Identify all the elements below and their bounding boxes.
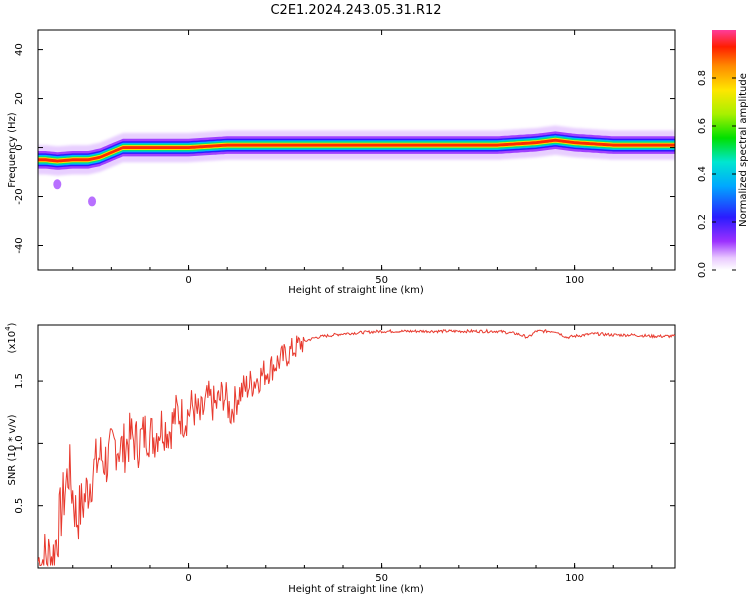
colorbar-tick-label: 0.6 [697, 118, 708, 134]
spectrogram-ytick-label: 0 [14, 144, 25, 150]
colorbar: 0.0 0.2 0.4 0.6 0.8 Normalized spectral ampl… [697, 30, 749, 278]
snr-ytick-label: 1.5 [14, 373, 25, 389]
spectrogram-xlabel: Height of straight line (km) [288, 285, 424, 296]
spectrogram-ylabel: Frequency (Hz) [7, 112, 18, 188]
snr-xtick-label: 0 [185, 573, 191, 584]
spectrogram-ticks: 0 50 100 40 20 0 -20 -40 [14, 30, 675, 286]
spectrogram-band [38, 138, 675, 163]
spectrogram-xtick-label: 0 [185, 275, 191, 286]
snr-multiplier-exp: 4 [4, 326, 12, 331]
spectrogram-ytick-label: -20 [14, 188, 25, 204]
colorbar-tick-label: 0.8 [697, 70, 708, 86]
spectrogram-xtick-label: 50 [375, 275, 388, 286]
spectrogram-ytick-label: 20 [14, 92, 25, 105]
colorbar-gradient [712, 30, 736, 270]
chart-title: C2E1.2024.243.05.31.R12 [270, 3, 441, 18]
snr-ytick-label: 0.5 [14, 498, 25, 514]
spectrogram-xtick-label: 100 [565, 275, 584, 286]
colorbar-tick-label: 0.2 [697, 214, 708, 230]
snr-ylabel: SNR (10 * v/v) [7, 414, 18, 485]
snr-panel: 0 50 100 0.5 1.0 1.5 Height of straight line … [4, 322, 676, 595]
snr-multiplier-close: ) [7, 322, 18, 326]
snr-multiplier: (x104) [4, 322, 18, 353]
spectrogram-heatmap [38, 30, 675, 270]
snr-xlabel: Height of straight line (km) [288, 584, 424, 595]
colorbar-ticks: 0.0 0.2 0.4 0.6 0.8 [697, 70, 736, 278]
spectrogram-panel: 0 50 100 40 20 0 -20 -40 Height of straight lin… [7, 29, 676, 296]
colorbar-tick-label: 0.4 [697, 166, 708, 182]
spectrogram-ytick-label: -40 [14, 237, 25, 253]
snr-multiplier-base: (x10 [7, 331, 18, 354]
svg-text:(x104): (x104) [4, 322, 18, 353]
snr-xtick-label: 100 [565, 573, 584, 584]
spectrogram-ytick-label: 40 [14, 43, 25, 56]
snr-series-line [38, 328, 675, 567]
snr-xtick-label: 50 [375, 573, 388, 584]
spectrogram-blob [53, 179, 62, 190]
snr-ytick-label: 1.0 [14, 435, 25, 451]
colorbar-label: Normalized spectral amplitude [738, 73, 749, 227]
colorbar-tick-label: 0.0 [697, 262, 708, 278]
spectrogram-blob [88, 196, 97, 207]
snr-ticks: 0 50 100 0.5 1.0 1.5 [14, 325, 675, 584]
